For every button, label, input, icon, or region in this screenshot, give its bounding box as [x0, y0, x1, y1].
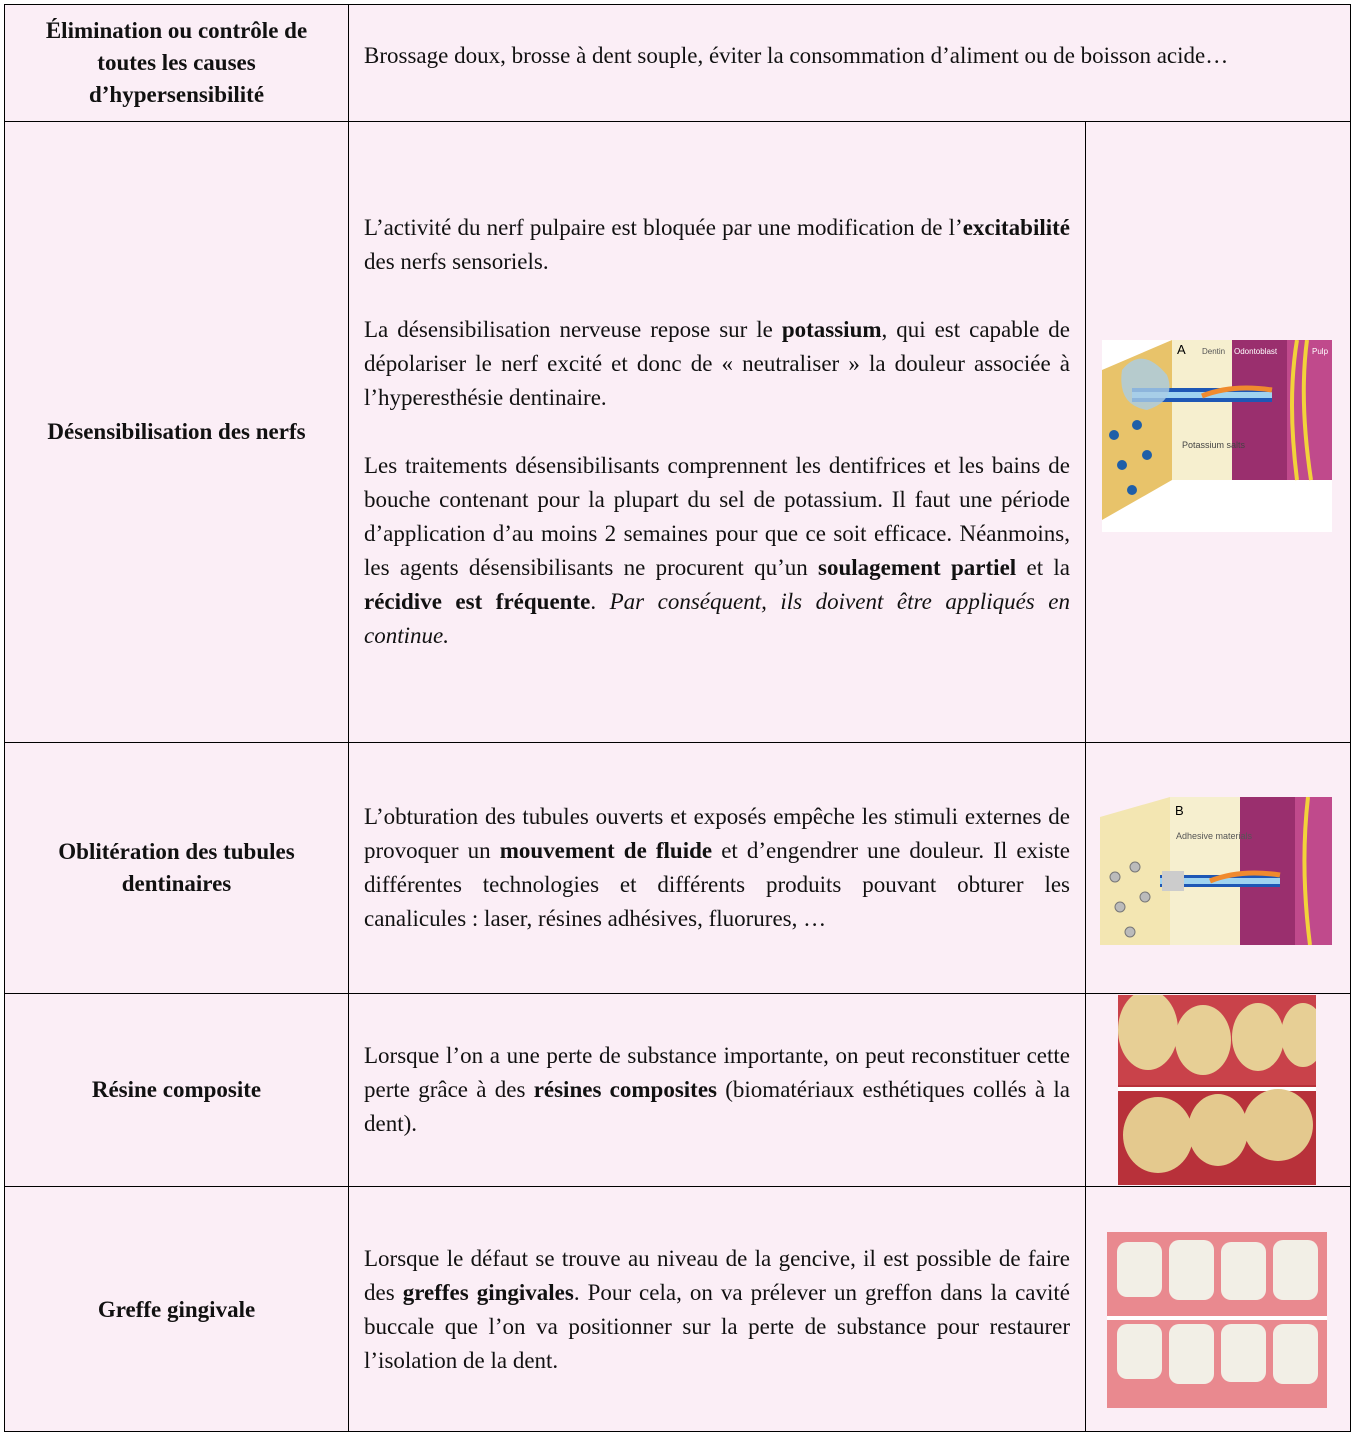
row-text: Lorsque le défaut se trouve au niveau de…: [348, 1186, 1085, 1432]
composite-photo: [1118, 995, 1316, 1185]
row-label: Élimination ou contrôle de toutes les ca…: [4, 4, 348, 121]
text-run: récidive est fréquente: [364, 589, 591, 614]
text-run: , qui est capable de dépolariser le nerf…: [364, 317, 1071, 410]
text-run: (biomatériaux esthétiques collés à la de…: [364, 1077, 1070, 1136]
text-run: La désensibilisation nerveuse repose sur…: [364, 317, 782, 342]
image-label: Pulp: [1312, 347, 1329, 356]
paragraph: La désensibilisation nerveuse repose sur…: [364, 313, 1070, 415]
text-run: Par conséquent, ils doivent être appliqu…: [364, 589, 1070, 648]
image-label: A: [1177, 342, 1186, 357]
row-text: Lorsque l’on a une perte de substance im…: [348, 993, 1085, 1186]
text-run: soulagement partiel: [818, 555, 1017, 580]
paragraph: Lorsque l’on a une perte de substance im…: [364, 1039, 1070, 1141]
text-run: et la: [1016, 555, 1070, 580]
text-run: mouvement de fluide: [499, 838, 713, 863]
text-run: des nerfs sensoriels.: [364, 249, 549, 274]
text-run: Les traitements désensibilisants compren…: [364, 453, 1070, 580]
paragraph: Brossage doux, brosse à dent souple, évi…: [364, 39, 1336, 73]
potassium-diagram: A Dentin Odontoblast Pulp Potassium salt…: [1102, 340, 1332, 532]
text-run: greffes gingivales: [402, 1279, 574, 1305]
text-run: Lorsque l’on a une perte de substance im…: [364, 1043, 1070, 1102]
text-run: potassium: [781, 317, 882, 342]
graft-photo: [1107, 1232, 1327, 1408]
text-run: résines composites: [533, 1077, 717, 1102]
text-run: . Pour cela, on va prélever un greffon d…: [364, 1279, 1070, 1373]
paragraph: Lorsque le défaut se trouve au niveau de…: [364, 1242, 1070, 1378]
row-label: Résine composite: [4, 993, 348, 1186]
image-label: Adhesive materials: [1176, 831, 1253, 841]
row-label: Oblitération des tubules dentinaires: [4, 742, 348, 993]
paragraph: L’activité du nerf pulpaire est bloquée …: [364, 211, 1070, 279]
image-label: Dentin: [1202, 347, 1225, 356]
text-run: L’obturation des tubules ouverts et expo…: [364, 804, 1070, 863]
text-run: L’activité du nerf pulpaire est bloquée …: [364, 215, 963, 240]
paragraph: Les traitements désensibilisants compren…: [364, 449, 1070, 653]
text-run: .: [590, 589, 610, 614]
image-label: Odontoblast: [1234, 347, 1278, 356]
row-label: Désensibilisation des nerfs: [4, 121, 348, 742]
text-run: excitabilité: [962, 215, 1070, 240]
row-text: L’activité du nerf pulpaire est bloquée …: [348, 121, 1085, 742]
text-run: Brossage doux, brosse à dent souple, évi…: [364, 43, 1229, 68]
text-run: Lorsque le défaut se trouve au niveau de…: [364, 1245, 1070, 1305]
paragraph: L’obturation des tubules ouverts et expo…: [364, 800, 1070, 936]
row-text: Brossage doux, brosse à dent souple, évi…: [348, 4, 1351, 121]
adhesive-diagram: B Adhesive materials: [1100, 797, 1332, 945]
row-text: L’obturation des tubules ouverts et expo…: [348, 742, 1085, 993]
row-label: Greffe gingivale: [4, 1186, 348, 1432]
image-label: B: [1175, 803, 1184, 818]
image-label: Potassium salts: [1182, 440, 1246, 450]
text-run: et d’engendrer une douleur. Il existe di…: [364, 838, 1070, 931]
